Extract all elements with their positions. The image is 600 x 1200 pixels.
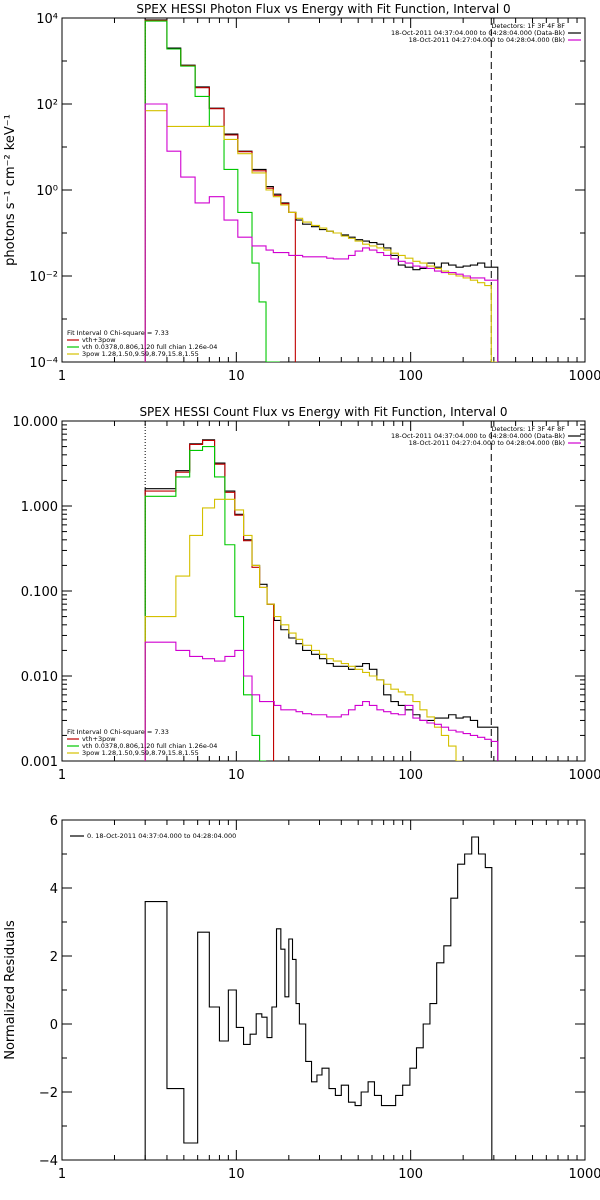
fit-legend-entry: vth 0.0378,0.806,1.20 full chian 1.26e-0… <box>82 742 217 750</box>
y-tick-label: 10⁰ <box>36 184 58 199</box>
y-tick-label: 4 <box>50 882 58 897</box>
series-line <box>144 439 499 761</box>
y-axis-label: photons s⁻¹ cm⁻² keV⁻¹ <box>3 114 18 266</box>
y-tick-label: 6 <box>50 814 58 829</box>
fit-legend-entry: vth 0.0378,0.806,1.20 full chian 1.26e-0… <box>82 343 217 351</box>
x-tick-label: 10 <box>228 369 245 384</box>
fit-legend-entry: 3pow 1.28,1.50,9.59,8.79,15.8,1.55 <box>82 350 199 358</box>
series-line <box>144 446 267 761</box>
x-tick-label: 100 <box>398 1167 423 1182</box>
legend-entry: 18-Oct-2011 04:27:04.000 to 04:28:04.000… <box>409 36 565 44</box>
plot-frame <box>61 420 586 762</box>
count-flux-panel: SPEX HESSI Count Flux vs Energy with Fit… <box>13 405 600 783</box>
legend-entry: Detectors: 1F 3F 4F 8F <box>491 425 565 433</box>
y-tick-label: −2 <box>39 1086 58 1101</box>
series-line <box>144 836 493 1160</box>
y-tick-label: 10.000 <box>13 415 59 430</box>
series-line <box>144 641 499 761</box>
y-tick-label: 10⁴ <box>36 12 58 27</box>
plot-area <box>144 421 499 761</box>
fit-legend-entry: Fit Interval 0 Chi-square = 7.33 <box>67 728 169 736</box>
plot-area <box>144 18 499 362</box>
series-line <box>144 498 463 761</box>
legend-entry: 18-Oct-2011 04:37:04.000 to 04:28:04.000… <box>391 432 565 440</box>
series-line <box>144 19 499 362</box>
x-tick-label: 1 <box>58 369 66 384</box>
fit-legend-entry: vth+3pow <box>82 735 116 743</box>
y-tick-label: 1.000 <box>21 500 58 515</box>
chart-title: SPEX HESSI Count Flux vs Energy with Fit… <box>139 405 507 419</box>
x-tick-label: 100 <box>398 768 423 783</box>
fit-legend-entry: Fit Interval 0 Chi-square = 7.33 <box>67 329 169 337</box>
y-axis-label: Normalized Residuals <box>3 920 18 1060</box>
y-tick-label: 10² <box>36 98 58 113</box>
x-tick-label: 1 <box>58 1167 66 1182</box>
series-line <box>144 110 498 362</box>
legend-entry: Detectors: 1F 3F 4F 8F <box>491 22 565 30</box>
photon-flux-panel: SPEX HESSI Photon Flux vs Energy with Fi… <box>3 2 600 384</box>
x-tick-label: 10 <box>228 1167 245 1182</box>
y-tick-label: 10⁻² <box>29 270 58 285</box>
x-tick-label: 1000 <box>568 369 600 384</box>
y-tick-label: 0.001 <box>21 755 58 770</box>
chart-title: SPEX HESSI Photon Flux vs Energy with Fi… <box>136 2 510 16</box>
legend-entry: 0. 18-Oct-2011 04:37:04.000 to 04:28:04.… <box>87 832 236 840</box>
legend-entry: 18-Oct-2011 04:37:04.000 to 04:28:04.000… <box>391 29 565 37</box>
x-tick-label: 100 <box>398 369 423 384</box>
plot-frame <box>61 819 586 1161</box>
y-tick-label: 2 <box>50 950 58 965</box>
series-line <box>144 103 499 362</box>
x-tick-label: 1000 <box>568 768 600 783</box>
x-tick-label: 1000 <box>568 1167 600 1182</box>
y-tick-label: 0.010 <box>21 670 58 685</box>
fit-legend-entry: vth+3pow <box>82 336 116 344</box>
residuals-panel: Normalized Residuals 1 10 100 1000 −4 −2 0 2 4 6 0.… <box>3 814 600 1182</box>
series-line <box>144 20 280 362</box>
fit-legend-entry: 3pow 1.28,1.50,9.59,8.79,15.8,1.55 <box>82 749 199 757</box>
legend-entry: 18-Oct-2011 04:27:04.000 to 04:28:04.000… <box>409 439 565 447</box>
x-tick-label: 1 <box>58 768 66 783</box>
x-tick-label: 10 <box>228 768 245 783</box>
plot-area <box>144 836 493 1160</box>
y-tick-label: 0.100 <box>21 585 58 600</box>
y-tick-label: −4 <box>39 1154 58 1169</box>
plot-frame <box>61 17 586 363</box>
y-tick-label: 10⁻⁴ <box>29 356 58 371</box>
y-tick-label: 0 <box>50 1018 58 1033</box>
